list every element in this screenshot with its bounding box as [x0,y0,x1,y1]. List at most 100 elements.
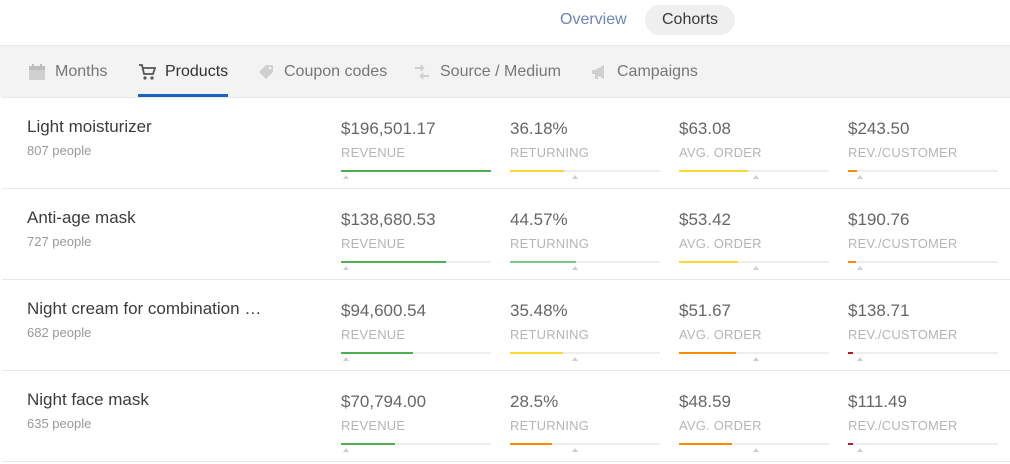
calendar-icon [28,63,46,81]
metric-bar-fill [341,443,395,445]
average-marker [571,175,578,179]
average-marker [752,175,759,179]
metric-bar-track [341,170,491,172]
avg-order-metric: $51.67 AVG. ORDER [679,301,829,361]
metric-bar-track [679,352,829,354]
metric-value: $196,501.17 [341,119,436,138]
rev-per-customer-metric: $138.71 REV./CUSTOMER [848,301,998,361]
tag-icon [257,63,275,81]
tab-label: Months [55,62,108,80]
table-row[interactable]: Light moisturizer 807 people $196,501.17… [2,98,1010,189]
metric-value: 36.18% [510,119,568,138]
metric-label: REVENUE [341,236,406,251]
tab-coupon-codes[interactable]: Coupon codes [257,46,387,97]
product-name: Night face mask [27,390,149,409]
metric-bar-fill [848,352,853,354]
metric-bar-fill [679,261,738,263]
tab-overview[interactable]: Overview [560,11,627,28]
returning-metric: 44.57% RETURNING [510,210,660,270]
returning-metric: 28.5% RETURNING [510,392,660,452]
average-marker [342,266,349,270]
metric-label: REVENUE [341,327,406,342]
metric-bar-track [510,261,660,263]
metric-bar-track [848,352,998,354]
metric-label: RETURNING [510,327,590,342]
table-row[interactable]: Night cream for combination … 682 people… [2,280,1010,371]
avg-order-metric: $48.59 AVG. ORDER [679,392,829,452]
megaphone-icon [590,63,608,81]
tab-source-medium[interactable]: Source / Medium [413,46,561,97]
average-marker [857,448,863,452]
metric-bar-track [848,170,998,172]
product-list: Light moisturizer 807 people $196,501.17… [2,97,1010,462]
metric-label: REV./CUSTOMER [848,236,958,251]
metric-value: 35.48% [510,301,568,320]
average-marker [571,448,578,452]
product-people-count: 727 people [27,234,92,249]
average-marker [342,448,349,452]
metric-value: $70,794.00 [341,392,427,411]
metric-value: 44.57% [510,210,568,229]
tab-label: Coupon codes [284,62,388,80]
metric-bar-track [341,352,491,354]
average-marker [752,448,759,452]
metric-bar-fill [848,261,856,263]
product-name: Light moisturizer [27,117,152,136]
returning-metric: 35.48% RETURNING [510,301,660,361]
average-marker [752,266,759,270]
metric-bar-fill [510,352,563,354]
metric-bar-track [848,443,998,445]
rev-per-customer-metric: $190.76 REV./CUSTOMER [848,210,998,270]
metric-bar-fill [510,170,564,172]
metric-bar-track [679,261,829,263]
returning-metric: 36.18% RETURNING [510,119,660,179]
tab-products[interactable]: Products [138,46,229,97]
metric-label: AVG. ORDER [679,418,762,433]
metric-value: $243.50 [848,119,910,138]
product-name: Night cream for combination … [27,299,262,318]
metric-value: $63.08 [679,119,731,138]
average-marker [571,266,578,270]
metric-bar-track [510,170,660,172]
rev-per-customer-metric: $243.50 REV./CUSTOMER [848,119,998,179]
metric-bar-fill [848,170,857,172]
metric-label: AVG. ORDER [679,236,762,251]
tab-label: Campaigns [617,62,698,80]
metric-label: REVENUE [341,145,406,160]
average-marker [571,357,578,361]
avg-order-metric: $53.42 AVG. ORDER [679,210,829,270]
revenue-metric: $70,794.00 REVENUE [341,392,491,452]
tab-months[interactable]: Months [28,46,107,97]
table-row[interactable]: Anti-age mask 727 people $138,680.53 REVE… [2,189,1010,280]
rev-per-customer-metric: $111.49 REV./CUSTOMER [848,392,998,452]
table-row[interactable]: Night face mask 635 people $70,794.00 REV… [2,371,1010,462]
source-arrows-icon [413,63,431,81]
metric-bar-fill [510,443,552,445]
tab-label: Source / Medium [440,62,561,80]
metric-bar-track [848,261,998,263]
average-marker [752,357,759,361]
metric-label: AVG. ORDER [679,327,762,342]
metric-label: REV./CUSTOMER [848,145,958,160]
metric-label: RETURNING [510,418,590,433]
metric-bar-fill [848,443,853,445]
average-marker [342,175,349,179]
product-people-count: 635 people [27,416,92,431]
tab-cohorts[interactable]: Cohorts [645,5,736,35]
metric-label: REVENUE [341,418,406,433]
product-people-count: 807 people [27,143,92,158]
product-name: Anti-age mask [27,208,136,227]
metric-value: $111.49 [848,392,907,411]
tab-campaigns[interactable]: Campaigns [590,46,698,97]
revenue-metric: $196,501.17 REVENUE [341,119,491,179]
average-marker [342,357,349,361]
metric-bar-track [679,443,829,445]
metric-bar-track [679,170,829,172]
metric-bar-fill [341,352,413,354]
metric-value: $190.76 [848,210,910,229]
metric-value: $48.59 [679,392,731,411]
metric-label: REV./CUSTOMER [848,327,958,342]
metric-label: AVG. ORDER [679,145,762,160]
metric-value: $94,600.54 [341,301,427,320]
dimension-tab-bar: Months Products Coupon codes Source / Me… [0,46,1010,97]
